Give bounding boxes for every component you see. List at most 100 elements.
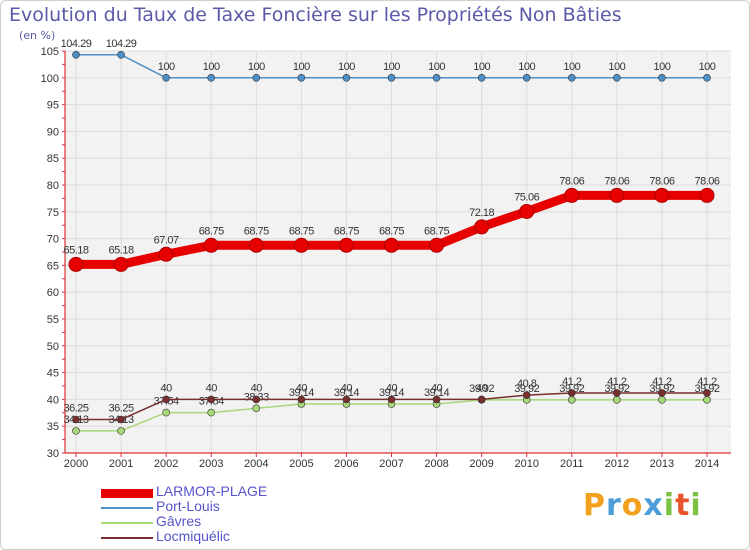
legend-label: LARMOR-PLAGE — [156, 483, 268, 499]
data-label: 100 — [293, 61, 310, 73]
data-point — [248, 237, 264, 253]
data-point — [522, 391, 531, 399]
data-label: 75.06 — [514, 191, 539, 203]
data-point — [519, 203, 535, 219]
y-tick-label: 60 — [47, 287, 59, 299]
proxiti-logo: Proxiti — [583, 488, 702, 523]
data-label: 40.8 — [517, 378, 537, 390]
data-label: 100 — [338, 61, 355, 73]
data-label: 104.29 — [61, 38, 92, 50]
data-label: 78.06 — [604, 175, 629, 187]
logo-letter: x — [643, 488, 664, 523]
data-point — [567, 396, 576, 404]
data-point — [113, 256, 129, 272]
data-point — [117, 427, 125, 435]
data-label: 39.14 — [289, 387, 314, 399]
data-point — [203, 237, 219, 253]
legend-label: Port-Louis — [156, 498, 220, 514]
data-point — [72, 51, 80, 59]
data-label: 40 — [161, 382, 173, 394]
y-tick-label: 30 — [47, 448, 59, 460]
data-point — [567, 74, 576, 82]
data-label: 100 — [608, 61, 625, 73]
x-tick-label: 2003 — [199, 458, 223, 470]
data-label: 68.75 — [289, 225, 314, 237]
data-point — [342, 395, 351, 404]
data-point — [72, 415, 80, 424]
data-point — [158, 246, 174, 262]
data-label: 41.2 — [607, 376, 627, 388]
data-point — [72, 427, 80, 435]
data-label: 41.2 — [562, 376, 582, 388]
data-point — [342, 74, 351, 82]
data-label: 68.75 — [244, 225, 269, 237]
data-label: 39.92 — [559, 383, 584, 395]
legend-label: Gâvres — [156, 513, 202, 529]
data-label: 100 — [158, 61, 175, 73]
y-tick-label: 35 — [47, 421, 59, 433]
data-label: 40 — [386, 382, 398, 394]
data-label: 41.2 — [652, 376, 672, 388]
data-label: 68.75 — [424, 225, 449, 237]
data-label: 36.25 — [63, 403, 88, 415]
data-point — [207, 408, 216, 417]
logo-letter: o — [621, 488, 644, 523]
data-label: 78.06 — [649, 175, 674, 187]
y-tick-label: 80 — [47, 180, 59, 192]
data-point — [522, 74, 531, 82]
series-locmiqu-lic: 36.25 36.25 40 40 40 40 40 40 40 40 40.8 41.2 41.2 41… — [63, 376, 718, 424]
data-label: 40 — [341, 382, 353, 394]
data-point — [658, 74, 666, 82]
data-point — [477, 74, 486, 82]
data-point — [658, 389, 666, 397]
series-port-louis: 104.29 104.29 100 100 100 100 100 100 100 100 100 1… — [61, 38, 716, 82]
data-point — [207, 74, 216, 82]
y-tick-label: 65 — [47, 260, 59, 272]
data-point — [252, 74, 261, 82]
data-label: 68.75 — [379, 225, 404, 237]
data-point — [162, 395, 170, 404]
data-point — [477, 395, 486, 404]
data-point — [293, 237, 309, 253]
data-point — [613, 396, 621, 404]
logo-letter: P — [583, 488, 606, 523]
data-point — [567, 389, 576, 397]
x-tick-label: 2004 — [244, 458, 268, 470]
data-label: 100 — [563, 61, 580, 73]
y-tick-label: 105 — [41, 46, 59, 58]
x-tick-label: 2014 — [695, 458, 719, 470]
data-point — [68, 256, 84, 272]
data-point — [658, 396, 666, 404]
data-label: 39.92 — [604, 383, 629, 395]
data-point — [654, 187, 670, 203]
legend-swatch — [101, 507, 153, 509]
data-point — [564, 187, 580, 203]
data-label: 100 — [473, 61, 490, 73]
data-label: 78.06 — [559, 175, 584, 187]
data-label: 36.25 — [109, 403, 134, 415]
data-label: 100 — [203, 61, 220, 73]
data-point — [162, 408, 170, 417]
data-point — [474, 219, 490, 235]
data-label: 40 — [476, 382, 488, 394]
x-tick-label: 2007 — [379, 458, 403, 470]
x-tick-label: 2001 — [109, 458, 133, 470]
legend-swatch — [101, 537, 153, 539]
logo-letter: i — [663, 488, 676, 523]
data-label: 100 — [248, 61, 265, 73]
data-point — [613, 389, 621, 397]
x-tick-label: 2005 — [289, 458, 313, 470]
data-label: 100 — [653, 61, 670, 73]
chart-title: Evolution du Taux de Taxe Foncière sur l… — [9, 4, 622, 26]
data-label: 39.92 — [694, 383, 719, 395]
logo-letter: r — [606, 488, 622, 523]
data-point — [338, 237, 354, 253]
x-tick-label: 2002 — [154, 458, 178, 470]
legend-swatch — [101, 522, 153, 524]
x-tick-label: 2009 — [469, 458, 493, 470]
y-tick-label: 40 — [47, 394, 59, 406]
y-tick-label: 95 — [47, 100, 59, 112]
data-label: 39.14 — [379, 387, 404, 399]
x-tick-label: 2013 — [650, 458, 674, 470]
